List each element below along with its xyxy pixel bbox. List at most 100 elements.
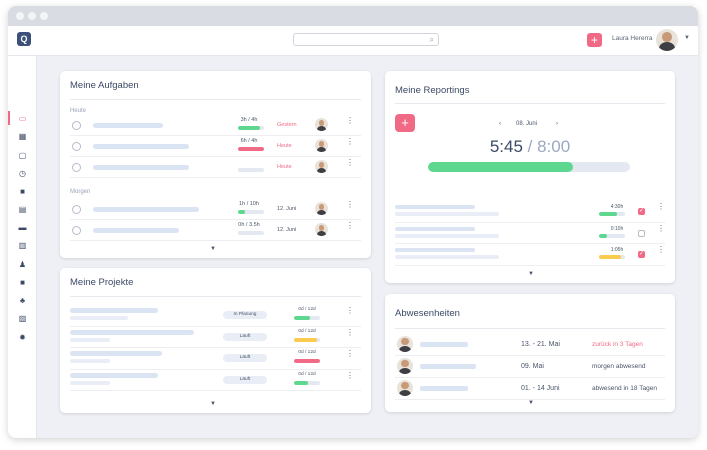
- report-checkbox[interactable]: [638, 229, 645, 237]
- report-row[interactable]: 0:10h ⋮: [395, 223, 665, 244]
- project-progress-bar: [294, 316, 320, 320]
- dashboard-icon[interactable]: ▦: [18, 132, 27, 141]
- report-progress-bar: [599, 212, 625, 216]
- tasks-title: Meine Aufgaben: [70, 80, 139, 91]
- task-time: 1h / 10h: [239, 201, 259, 207]
- settings-gear-icon[interactable]: ✹: [19, 333, 26, 342]
- window-close-dot[interactable]: [16, 12, 24, 20]
- absence-row[interactable]: 01. - 14 Juni abwesend in 18 Tagen: [395, 378, 665, 400]
- chevron-down-icon[interactable]: ▼: [684, 35, 690, 41]
- assignee-avatar: [315, 160, 328, 173]
- task-checkbox[interactable]: [72, 163, 81, 172]
- window-chrome: [8, 6, 698, 26]
- assignee-avatar: [315, 118, 328, 131]
- report-checkbox[interactable]: [638, 207, 645, 215]
- app-logo[interactable]: Q: [17, 32, 31, 46]
- expand-chevron-icon[interactable]: ▼: [528, 271, 534, 277]
- task-progress-bar: [238, 147, 264, 151]
- top-bar: Q ⌕ + Laura Hererra ▼: [8, 26, 698, 56]
- reportings-card: Meine Reportings + ‹ 08. Juni › 5:45 / 8…: [385, 71, 675, 283]
- absence-row[interactable]: 13. - 21. Mai zurück in 3 Tagen: [395, 334, 665, 356]
- project-progress-bar: [294, 337, 320, 342]
- expand-chevron-icon[interactable]: ▼: [210, 246, 216, 252]
- absence-status: zurück in 3 Tagen: [592, 341, 643, 348]
- expand-chevron-icon[interactable]: ▼: [210, 401, 216, 407]
- task-row[interactable]: 6h / 4h Heute ⋮: [70, 136, 361, 157]
- task-checkbox[interactable]: [72, 142, 81, 151]
- task-row[interactable]: 0h / 3.5h 12. Juni ⋮: [70, 220, 361, 241]
- project-days: 0d / 12d: [298, 371, 316, 377]
- person-name-placeholder: [420, 364, 476, 369]
- more-menu-icon[interactable]: ⋮: [346, 137, 354, 146]
- task-checkbox[interactable]: [72, 121, 81, 130]
- more-menu-icon[interactable]: ⋮: [657, 245, 665, 254]
- copy-icon[interactable]: ▥: [18, 241, 27, 250]
- card-icon[interactable]: ▬: [18, 223, 27, 232]
- app-window: Q ⌕ + Laura Hererra ▼ ▭ ▦ ▢ ◷ ■ ▤ ▬ ▥ ♟ …: [8, 6, 698, 438]
- more-menu-icon[interactable]: ⋮: [346, 158, 354, 167]
- report-row[interactable]: 1:05h ⋮: [395, 244, 665, 266]
- chart-icon[interactable]: ▨: [18, 314, 27, 323]
- prev-day-chevron-icon[interactable]: ‹: [499, 121, 501, 127]
- project-progress-fill: [294, 337, 318, 342]
- task-due-date: 12. Juni: [277, 206, 297, 212]
- documents-icon[interactable]: ▤: [18, 205, 27, 214]
- more-menu-icon[interactable]: ⋮: [657, 223, 665, 233]
- absences-title: Abwesenheiten: [395, 308, 460, 319]
- more-menu-icon[interactable]: ⋮: [346, 200, 354, 209]
- user-avatar[interactable]: [656, 29, 678, 51]
- project-status-badge: Läuft: [223, 375, 267, 384]
- project-progress-bar: [294, 380, 320, 385]
- divider: [395, 328, 665, 329]
- window-maximize-dot[interactable]: [40, 12, 48, 20]
- task-name-placeholder: [93, 228, 179, 233]
- user-group-icon[interactable]: ♟: [18, 260, 27, 269]
- project-status-badge: Läuft: [223, 332, 267, 341]
- task-row[interactable]: Heute ⋮: [70, 157, 361, 178]
- project-row[interactable]: Läuft 0d / 12d ⋮: [70, 370, 361, 391]
- task-checkbox[interactable]: [72, 205, 81, 214]
- search-input[interactable]: ⌕: [293, 33, 439, 46]
- expand-chevron-icon[interactable]: ▼: [528, 400, 534, 406]
- more-menu-icon[interactable]: ⋮: [346, 221, 354, 230]
- timer-icon[interactable]: ◷: [19, 169, 26, 178]
- folder-open-icon[interactable]: ■: [20, 278, 25, 287]
- task-row[interactable]: 1h / 10h 12. Juni ⋮: [70, 199, 361, 220]
- assignee-avatar: [315, 223, 328, 236]
- more-menu-icon[interactable]: ⋮: [346, 116, 354, 125]
- next-day-chevron-icon[interactable]: ›: [556, 121, 558, 127]
- report-row[interactable]: 4:30h ⋮: [395, 201, 665, 223]
- task-due-date: Heute: [277, 143, 292, 149]
- more-menu-icon[interactable]: ⋮: [346, 306, 354, 315]
- report-progress-fill: [599, 212, 618, 216]
- report-title-placeholder: [395, 205, 475, 209]
- project-row[interactable]: Läuft 0d / 12d ⋮: [70, 327, 361, 348]
- folder-icon[interactable]: ■: [20, 187, 25, 196]
- window-minimize-dot[interactable]: [28, 12, 36, 20]
- report-checkbox[interactable]: [638, 250, 645, 258]
- more-menu-icon[interactable]: ⋮: [346, 349, 354, 358]
- task-progress-fill: [238, 147, 264, 151]
- tasks-card: Meine Aufgaben Heute 3h / 4h Gestern ⋮ 6h /…: [60, 71, 371, 258]
- add-report-button[interactable]: +: [395, 114, 415, 132]
- task-progress-fill: [238, 210, 245, 214]
- add-button[interactable]: +: [587, 33, 602, 47]
- more-menu-icon[interactable]: ⋮: [346, 370, 354, 380]
- task-time: 0h / 3.5h: [238, 222, 260, 228]
- absence-row[interactable]: 09. Mai morgen abwesend: [395, 356, 665, 378]
- report-desc-placeholder: [395, 212, 499, 216]
- task-due-date: Gestern: [277, 122, 297, 128]
- report-progress-fill: [599, 233, 607, 238]
- laptop-icon[interactable]: ▭: [18, 114, 27, 123]
- more-menu-icon[interactable]: ⋮: [657, 202, 665, 211]
- team-icon[interactable]: ♣: [19, 296, 26, 305]
- task-checkbox[interactable]: [72, 226, 81, 235]
- task-row[interactable]: 3h / 4h Gestern ⋮: [70, 115, 361, 136]
- time-separator: /: [522, 137, 538, 156]
- time-summary: 5:45 / 8:00: [385, 137, 675, 157]
- project-row[interactable]: In Planung 0d / 12d ⋮: [70, 305, 361, 327]
- inbox-icon[interactable]: ▢: [18, 151, 27, 160]
- more-menu-icon[interactable]: ⋮: [346, 327, 354, 337]
- absence-status: morgen abwesend: [592, 363, 646, 370]
- project-row[interactable]: Läuft 0d / 12d ⋮: [70, 348, 361, 370]
